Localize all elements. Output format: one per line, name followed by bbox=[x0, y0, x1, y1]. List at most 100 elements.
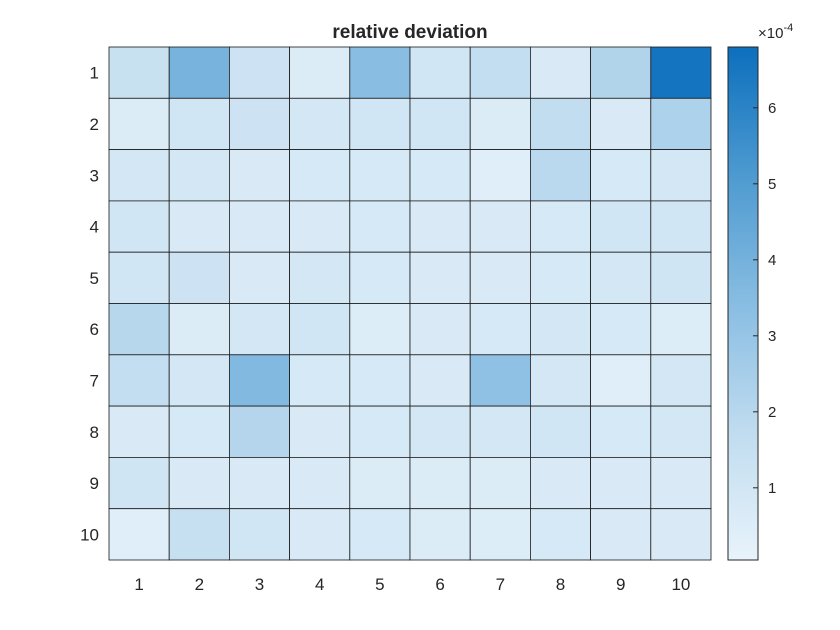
heatmap-cell bbox=[168, 200, 230, 253]
heatmap-cell bbox=[530, 200, 592, 253]
heatmap-cell bbox=[228, 405, 290, 458]
heatmap-cell bbox=[590, 200, 652, 253]
heatmap-cell bbox=[469, 456, 531, 510]
x-tick-label: 8 bbox=[556, 575, 565, 594]
heatmap-cell bbox=[289, 200, 351, 253]
heatmap-cell bbox=[349, 251, 411, 304]
colorbar-tick-label: 5 bbox=[768, 176, 776, 193]
colorbar-multiplier-base: ×10 bbox=[758, 25, 783, 42]
heatmap-cell bbox=[228, 200, 290, 253]
heatmap-cell bbox=[409, 508, 471, 561]
y-tick-label: 6 bbox=[90, 320, 99, 339]
heatmap-cell bbox=[168, 354, 230, 407]
heatmap-cell bbox=[469, 46, 531, 99]
x-tick-label: 6 bbox=[435, 575, 444, 594]
heatmap-cell bbox=[289, 508, 351, 561]
heatmap-cell bbox=[409, 354, 471, 407]
heatmap-cell bbox=[168, 149, 230, 202]
heatmap-cell bbox=[349, 456, 411, 510]
heatmap-cell bbox=[409, 200, 471, 253]
heatmap-cell bbox=[228, 354, 290, 407]
heatmap-cell bbox=[650, 456, 712, 510]
x-tick-label: 2 bbox=[195, 575, 204, 594]
heatmap-cell bbox=[530, 149, 592, 202]
heatmap-cell bbox=[168, 508, 230, 561]
heatmap-cell bbox=[289, 354, 351, 407]
heatmap-cell bbox=[349, 200, 411, 253]
heatmap-cell bbox=[349, 46, 411, 99]
heatmap-cell bbox=[590, 508, 652, 561]
heatmap-cell bbox=[469, 149, 531, 202]
heatmap-cell bbox=[349, 97, 411, 151]
heatmap-cell bbox=[530, 46, 592, 99]
colorbar-tick-label: 1 bbox=[768, 480, 776, 497]
heatmap-cell bbox=[590, 149, 652, 202]
heatmap-cell bbox=[530, 354, 592, 407]
x-tick-label: 1 bbox=[134, 575, 143, 594]
colorbar-tick-label: 4 bbox=[768, 252, 776, 269]
heatmap-cell bbox=[650, 251, 712, 304]
x-tick-label: 10 bbox=[671, 575, 690, 594]
heatmap-cell bbox=[590, 97, 652, 151]
heatmap-cell bbox=[168, 456, 230, 510]
heatmap-cell bbox=[409, 46, 471, 99]
heatmap-cell bbox=[168, 303, 230, 356]
heatmap-cell bbox=[650, 405, 712, 458]
heatmap-cell bbox=[590, 303, 652, 356]
colorbar-tick-label: 2 bbox=[768, 404, 776, 421]
x-tick-label: 5 bbox=[375, 575, 384, 594]
heatmap-cell bbox=[530, 251, 592, 304]
colorbar-gradient bbox=[727, 46, 759, 561]
colorbar-multiplier-exponent: -4 bbox=[783, 22, 793, 34]
heatmap-cell bbox=[530, 405, 592, 458]
heatmap-cell bbox=[650, 354, 712, 407]
heatmap-cell bbox=[228, 149, 290, 202]
heatmap-cell bbox=[530, 303, 592, 356]
heatmap-cells bbox=[108, 46, 712, 561]
heatmap-cell bbox=[108, 303, 170, 356]
heatmap-cell bbox=[349, 303, 411, 356]
heatmap-cell bbox=[168, 46, 230, 99]
heatmap-cell bbox=[349, 149, 411, 202]
heatmap-cell bbox=[228, 251, 290, 304]
heatmap-cell bbox=[108, 405, 170, 458]
y-tick-label: 8 bbox=[90, 423, 99, 442]
heatmap-cell bbox=[590, 456, 652, 510]
heatmap-cell bbox=[469, 97, 531, 151]
heatmap-cell bbox=[108, 251, 170, 304]
heatmap-cell bbox=[289, 46, 351, 99]
heatmap-cell bbox=[168, 97, 230, 151]
y-tick-label: 4 bbox=[90, 218, 99, 237]
colorbar: 1 2 3 4 5 6 ×10-4 bbox=[727, 22, 793, 561]
heatmap-cell bbox=[409, 405, 471, 458]
heatmap-cell bbox=[590, 405, 652, 458]
heatmap-cell bbox=[228, 456, 290, 510]
heatmap-cell bbox=[409, 149, 471, 202]
y-tick-label: 5 bbox=[90, 269, 99, 288]
heatmap-cell bbox=[108, 97, 170, 151]
heatmap-cell bbox=[530, 508, 592, 561]
heatmap-cell bbox=[228, 97, 290, 151]
heatmap-cell bbox=[469, 508, 531, 561]
heatmap-cell bbox=[228, 46, 290, 99]
heatmap-cell bbox=[409, 97, 471, 151]
heatmap-cell bbox=[469, 200, 531, 253]
y-tick-label: 2 bbox=[90, 115, 99, 134]
heatmap-cell bbox=[650, 46, 712, 99]
heatmap-cell bbox=[349, 354, 411, 407]
heatmap-cell bbox=[289, 405, 351, 458]
heatmap-cell bbox=[650, 200, 712, 253]
heatmap-cell bbox=[469, 303, 531, 356]
heatmap-cell bbox=[289, 251, 351, 304]
heatmap-cell bbox=[530, 456, 592, 510]
colorbar-multiplier: ×10-4 bbox=[758, 22, 793, 42]
x-tick-label: 9 bbox=[616, 575, 625, 594]
heatmap-cell bbox=[108, 200, 170, 253]
heatmap-cell bbox=[650, 149, 712, 202]
heatmap-cell bbox=[289, 97, 351, 151]
y-tick-label: 9 bbox=[90, 474, 99, 493]
x-tick-label: 7 bbox=[496, 575, 505, 594]
heatmap-cell bbox=[108, 456, 170, 510]
heatmap-cell bbox=[590, 354, 652, 407]
